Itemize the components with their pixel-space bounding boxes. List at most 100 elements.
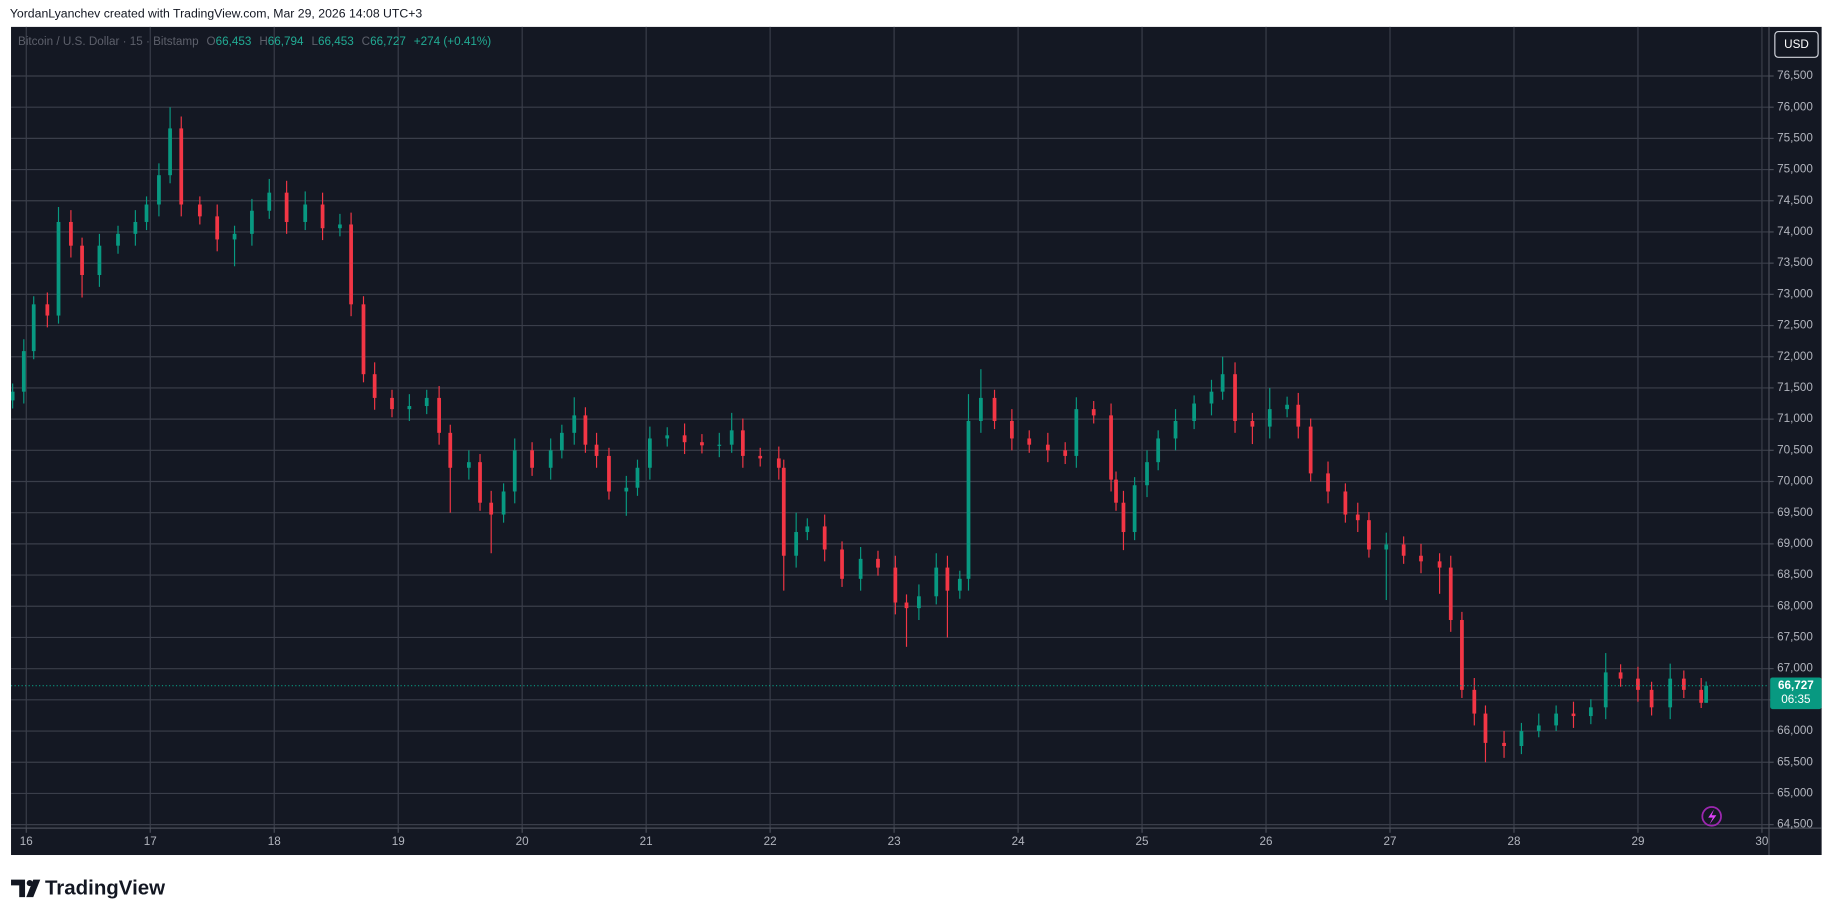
ohlc-value: 66,453 <box>216 35 252 48</box>
candle-body <box>424 397 429 407</box>
candle-body <box>1668 678 1673 708</box>
candle-body <box>407 406 412 410</box>
currency-label: USD <box>1784 38 1809 51</box>
candle-body <box>1384 544 1389 550</box>
candle-body <box>1114 479 1118 503</box>
candle-body <box>448 432 453 468</box>
candle-body <box>776 458 781 468</box>
candle-body <box>338 224 342 229</box>
candle-body <box>80 245 84 276</box>
candle-body <box>97 245 102 276</box>
x-tick-label: 27 <box>1383 835 1396 848</box>
candle-body <box>607 455 611 492</box>
logo-t <box>11 879 26 898</box>
candle-body <box>168 128 172 176</box>
candle-body <box>1250 420 1255 427</box>
ohlc-label: O <box>207 35 216 48</box>
candle-body <box>1220 374 1225 392</box>
candle-body <box>1074 409 1079 456</box>
y-tick-label: 72,500 <box>1777 319 1813 332</box>
candle-body <box>1045 444 1050 451</box>
candle-body <box>665 435 670 439</box>
candle-body <box>966 420 971 579</box>
candle-body <box>1618 672 1623 679</box>
candle-body <box>179 128 184 205</box>
ohlc-label: H <box>259 35 267 48</box>
y-tick-label: 68,000 <box>1777 599 1813 612</box>
y-tick-label: 69,000 <box>1777 537 1813 550</box>
candle-body <box>1109 415 1113 480</box>
brand-logo: TradingView <box>11 876 165 899</box>
currency-button[interactable] <box>1774 30 1819 58</box>
candle-body <box>116 233 120 246</box>
candle-body <box>1192 403 1196 421</box>
ohlc-value: 66,794 <box>268 35 304 48</box>
y-tick-label: 70,000 <box>1777 475 1813 488</box>
lightning-icon[interactable] <box>1701 806 1722 827</box>
y-tick-label: 65,000 <box>1777 787 1813 800</box>
candle-body <box>1156 438 1161 463</box>
candle-body <box>1519 731 1524 747</box>
ohlc-label: C <box>362 35 370 48</box>
change: +274 (+0.41%) <box>414 35 491 48</box>
x-tick-label: 30 <box>1755 835 1769 848</box>
candle-body <box>1343 491 1348 515</box>
y-tick-label: 75,500 <box>1777 131 1813 144</box>
candle-body <box>31 304 36 352</box>
candle-body <box>11 391 15 401</box>
candle-body <box>781 467 786 556</box>
candle-body <box>1233 374 1237 421</box>
candle-body <box>1699 689 1704 703</box>
candle-body <box>372 374 377 398</box>
candle-body <box>320 204 325 229</box>
candle-body <box>157 175 161 205</box>
candle-body <box>1367 520 1371 550</box>
candle-body <box>215 216 220 240</box>
candle-body <box>56 221 61 316</box>
candle-body <box>893 567 898 603</box>
candle-body <box>1681 678 1686 690</box>
candle-body <box>1437 561 1442 568</box>
candle-body <box>1649 689 1654 708</box>
candles <box>11 107 1769 763</box>
candle-body <box>303 204 308 222</box>
candle-body <box>466 462 471 468</box>
candle-body <box>390 397 394 410</box>
candle-body <box>267 192 272 211</box>
candle-body <box>501 491 506 515</box>
x-tick-label: 20 <box>516 835 530 848</box>
candle-body <box>69 221 73 246</box>
candle-body <box>1010 420 1014 439</box>
ohlc-label: L <box>311 35 318 48</box>
last-price-label: 66,727 <box>1778 679 1814 692</box>
candle-body <box>917 596 921 609</box>
y-tick-label: 71,500 <box>1777 381 1813 394</box>
y-tick-label: 67,000 <box>1777 662 1813 675</box>
lightning-bolt <box>1708 809 1717 825</box>
candle-body <box>840 549 844 579</box>
axes: 64,50065,00065,50066,00066,50067,00067,5… <box>20 69 1822 848</box>
candle-body <box>1419 555 1423 562</box>
candle-body <box>478 462 482 503</box>
legend: Bitcoin / U.S. Dollar · 15 · Bitstamp O6… <box>18 35 491 48</box>
candle-body <box>583 415 588 445</box>
candle-body <box>876 558 880 568</box>
x-tick-label: 18 <box>268 835 281 848</box>
candle-body <box>1091 409 1096 416</box>
y-tick-label: 71,000 <box>1777 412 1813 425</box>
candle-body <box>284 192 289 222</box>
candle-body <box>1603 672 1608 708</box>
countdown: 06:35 <box>1781 693 1811 706</box>
y-tick-label: 76,000 <box>1777 100 1813 113</box>
y-tick-label: 76,500 <box>1777 69 1813 82</box>
ohlc-value: 66,727 <box>370 35 406 48</box>
candle-body <box>858 558 863 579</box>
candle-body <box>1027 438 1032 445</box>
candle-body <box>758 455 763 459</box>
candle-body <box>1296 404 1301 427</box>
x-tick-label: 16 <box>20 835 33 848</box>
candle-body <box>45 304 50 316</box>
y-tick-label: 65,500 <box>1777 755 1813 768</box>
candle-body <box>512 450 517 492</box>
